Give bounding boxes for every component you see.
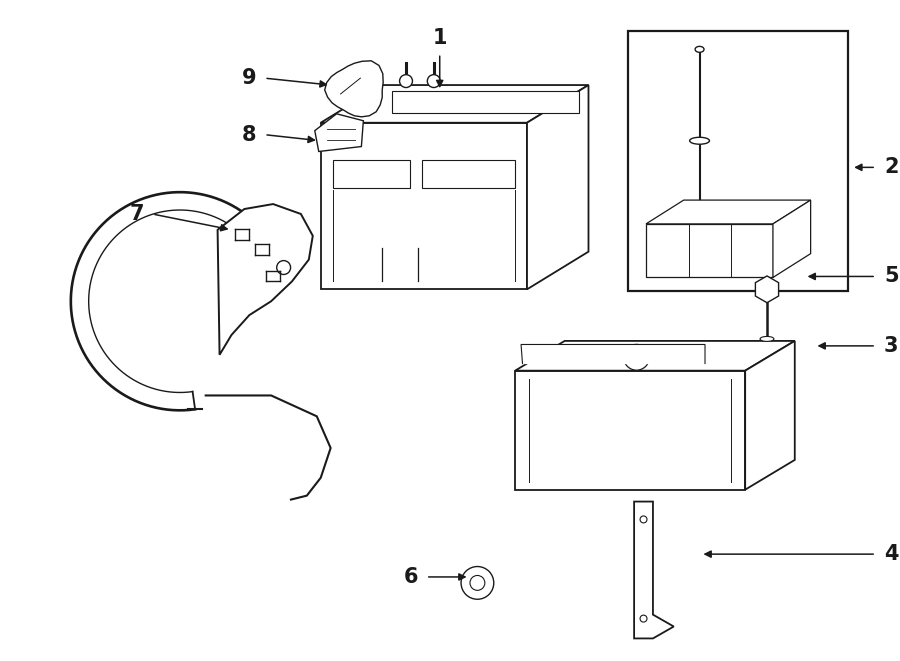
Polygon shape: [515, 371, 745, 490]
Polygon shape: [325, 61, 383, 117]
Text: 5: 5: [884, 266, 898, 286]
Ellipse shape: [689, 137, 709, 144]
Polygon shape: [515, 341, 795, 371]
Polygon shape: [755, 276, 778, 303]
Text: 4: 4: [884, 544, 898, 564]
Ellipse shape: [695, 46, 704, 52]
Polygon shape: [218, 204, 313, 355]
Polygon shape: [392, 91, 579, 113]
Circle shape: [624, 344, 650, 370]
Text: 1: 1: [433, 28, 447, 48]
Text: 8: 8: [242, 125, 256, 145]
Text: 9: 9: [241, 68, 256, 88]
Polygon shape: [320, 123, 527, 290]
Polygon shape: [634, 502, 674, 639]
Circle shape: [276, 260, 291, 274]
Circle shape: [400, 75, 412, 87]
Ellipse shape: [760, 336, 774, 342]
Polygon shape: [773, 200, 811, 278]
Polygon shape: [333, 161, 410, 188]
Circle shape: [461, 566, 494, 600]
Polygon shape: [745, 341, 795, 490]
Polygon shape: [646, 224, 773, 278]
Polygon shape: [320, 85, 589, 123]
Polygon shape: [422, 161, 515, 188]
Text: 7: 7: [130, 204, 144, 224]
Circle shape: [428, 75, 440, 87]
Text: 6: 6: [403, 567, 418, 587]
Text: 2: 2: [884, 157, 898, 177]
Text: 3: 3: [884, 336, 898, 356]
Polygon shape: [527, 85, 589, 290]
Polygon shape: [628, 32, 849, 292]
Polygon shape: [521, 344, 705, 364]
Polygon shape: [315, 114, 364, 151]
Polygon shape: [646, 200, 811, 224]
